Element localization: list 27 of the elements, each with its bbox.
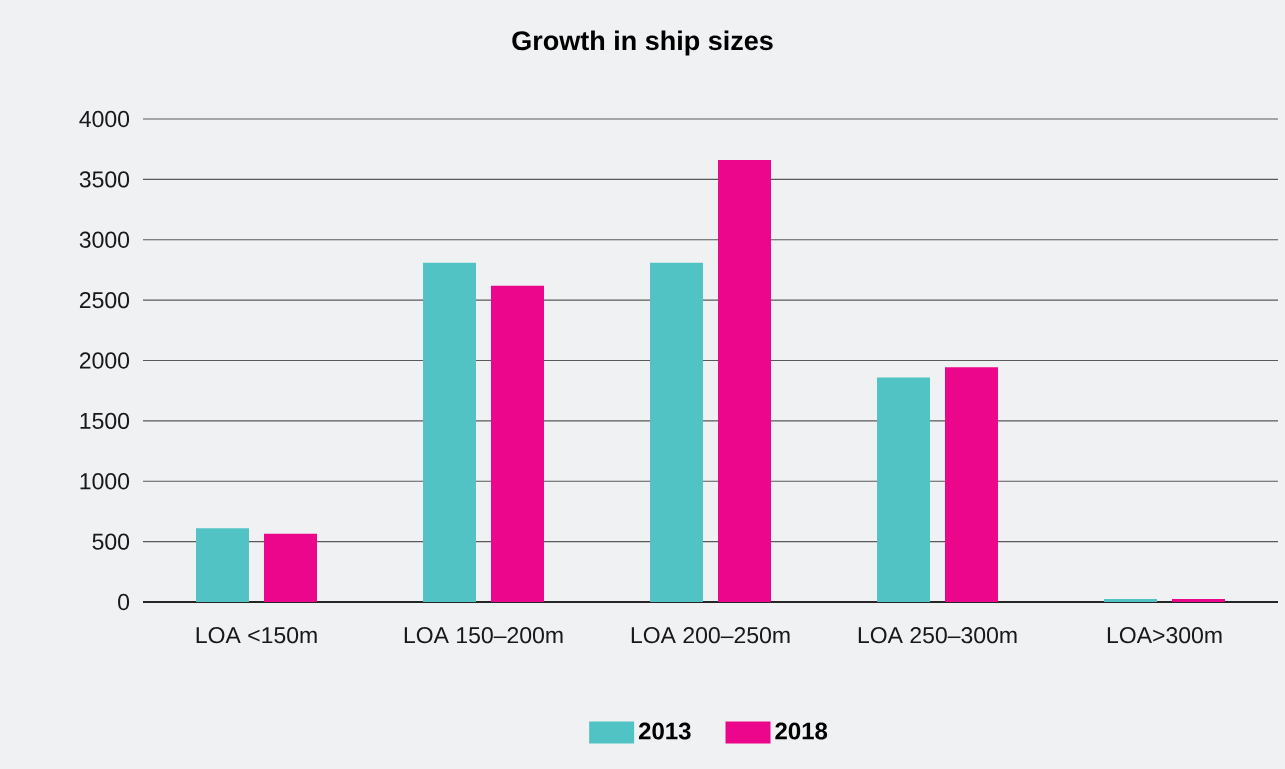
y-tick-label: 4000 — [79, 110, 130, 128]
bar — [650, 262, 704, 602]
y-tick-label: 500 — [92, 533, 130, 550]
bar — [264, 533, 317, 602]
y-tick-label: 1500 — [80, 412, 130, 430]
bar — [945, 367, 999, 602]
bar — [491, 285, 544, 602]
y-tick-label: 3500 — [79, 171, 130, 188]
x-tick-label: LOA 150–200m — [404, 627, 563, 644]
legend-label: 2018 — [775, 722, 828, 740]
y-tick-label: 2000 — [79, 352, 130, 369]
y-tick-label: 3000 — [79, 231, 130, 248]
y-tick-label: 0 — [118, 593, 130, 611]
x-tick-label: LOA 200–250m — [631, 627, 790, 644]
bar — [1172, 598, 1226, 602]
x-tick-label: LOA 250–300m — [858, 627, 1017, 644]
y-tick-label: 1000 — [80, 473, 130, 490]
bar — [423, 262, 476, 602]
bar — [1104, 598, 1158, 602]
legend-label: 2013 — [638, 722, 691, 740]
bar — [718, 160, 772, 602]
x-tick-label: LOA <150m — [196, 627, 317, 644]
bar — [877, 377, 931, 602]
bar — [196, 528, 249, 602]
chart-title: Growth in ship sizes — [512, 30, 773, 56]
y-tick-label: 2500 — [79, 291, 130, 309]
x-tick-label: LOA>300m — [1107, 627, 1222, 644]
